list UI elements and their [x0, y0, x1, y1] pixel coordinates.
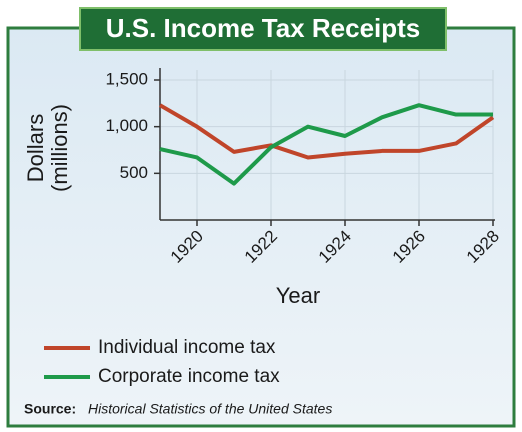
series-line [159, 103, 493, 186]
y-axis-label: Dollars [23, 114, 48, 182]
x-axis-label: Year [276, 283, 320, 308]
y-axis-label: (millions) [47, 104, 72, 192]
frame [6, 26, 516, 428]
legend-label: Corporate income tax [98, 366, 280, 387]
y-tick-label: 500 [120, 163, 148, 182]
legend-label: Individual income tax [98, 337, 276, 358]
series-line [158, 103, 495, 160]
title-banner [79, 7, 447, 51]
y-tick-label: 1,000 [105, 116, 148, 135]
y-tick-label: 1,500 [105, 69, 148, 88]
source-label: Source: [24, 401, 76, 417]
chart-title: U.S. Income Tax Receipts [106, 13, 421, 43]
source: Historical Statistics of the United Stat… [88, 401, 332, 417]
